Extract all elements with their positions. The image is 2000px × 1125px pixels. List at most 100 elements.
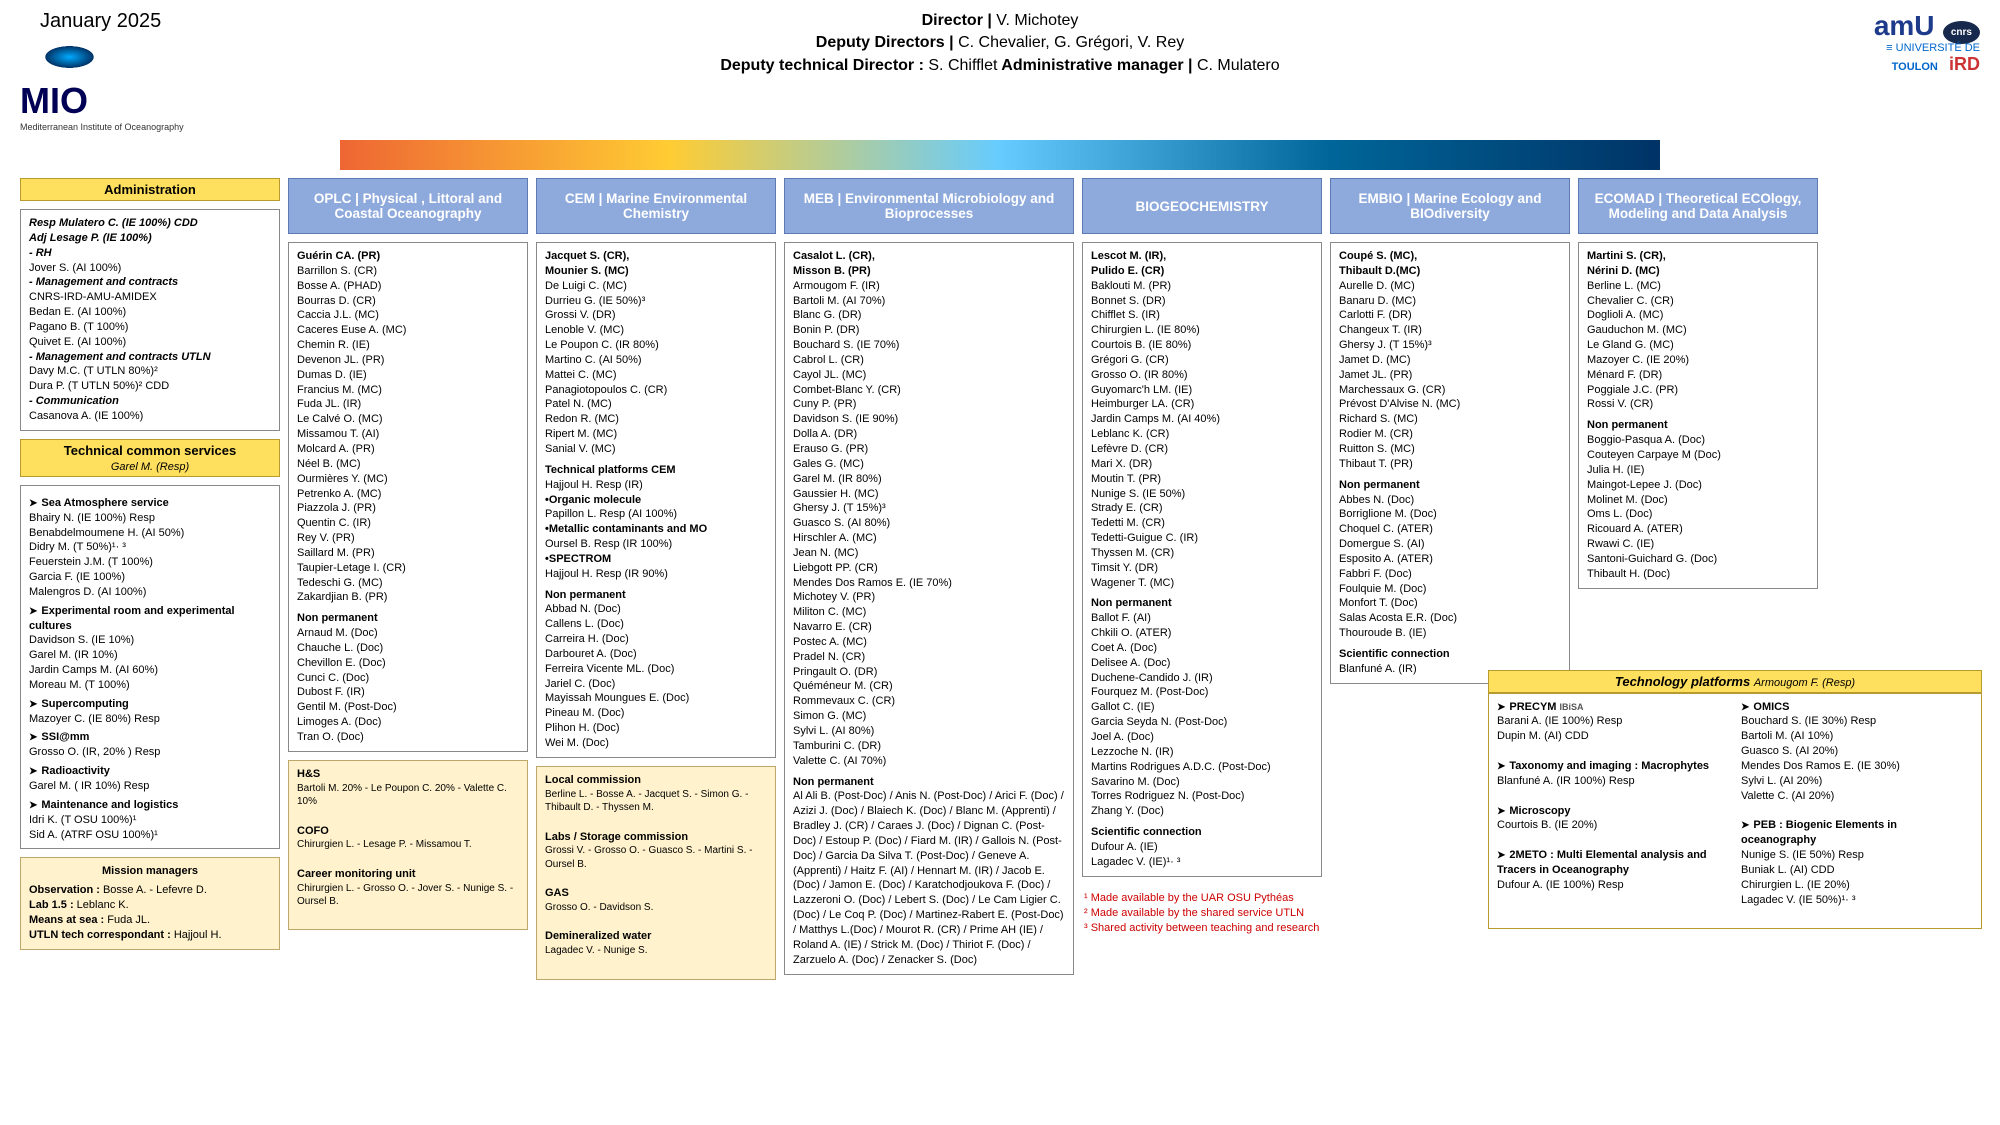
- np-member: Santoni-Guichard G. (Doc): [1587, 552, 1809, 567]
- member: Bosse A. (PHAD): [297, 279, 519, 294]
- member: Quentin C. (IR): [297, 516, 519, 531]
- np-member: Couteyen Carpaye M (Doc): [1587, 448, 1809, 463]
- np-member: Pineau M. (Doc): [545, 706, 767, 721]
- member: Tedetti M. (CR): [1091, 516, 1313, 531]
- admin-line: Dura P. (T UTLN 50%)² CDD: [29, 379, 271, 394]
- tech-service-name: Microscopy: [1497, 804, 1729, 819]
- labs-item-line: Berline L. - Bosse A. - Jacquet S. - Sim…: [545, 788, 767, 815]
- tech-right: OMICSBouchard S. (IE 30%) RespBartoli M.…: [1741, 700, 1973, 923]
- oplc-box: Guérin CA. (PR)Barrillon S. (CR)Bosse A.…: [288, 242, 528, 752]
- member: Moutin T. (PR): [1091, 472, 1313, 487]
- member: Dolla A. (DR): [793, 427, 1065, 442]
- np-member: Duchene-Candido J. (IR): [1091, 671, 1313, 686]
- footnotes: ¹ Made available by the UAR OSU Pythéas²…: [1082, 885, 1322, 943]
- member: Michotey V. (PR): [793, 590, 1065, 605]
- member: Le Gland G. (MC): [1587, 338, 1809, 353]
- np-member: Chkili O. (ATER): [1091, 626, 1313, 641]
- labs-item-name: Local commission: [545, 773, 767, 788]
- member: Taupier-Letage I. (CR): [297, 561, 519, 576]
- np-member: Rwawi C. (IE): [1587, 537, 1809, 552]
- tech-title: Technology platforms Armougom F. (Resp): [1488, 670, 1982, 693]
- member: Blanc G. (DR): [793, 308, 1065, 323]
- admin-line: - RH: [29, 246, 271, 261]
- admin-line: Quivet E. (AI 100%): [29, 335, 271, 350]
- hs-item-name: COFO: [297, 824, 519, 839]
- platform-name: •Organic molecule: [545, 493, 767, 508]
- hs-item-line: Bartoli M. 20% - Le Poupon C. 20% - Vale…: [297, 782, 519, 809]
- tcs-line: Idri K. (T OSU 100%)¹: [29, 813, 271, 828]
- logo-text: MIO: [20, 80, 300, 122]
- hs-item-line: Chirurgien L. - Grosso O. - Jover S. - N…: [297, 882, 519, 909]
- platform-line: Oursel B. Resp (IR 100%): [545, 537, 767, 552]
- member: Davidson S. (IE 90%): [793, 412, 1065, 427]
- cem-head: CEM | Marine Environmental Chemistry: [536, 178, 776, 234]
- member: Valette C. (AI 70%): [793, 754, 1065, 769]
- team-leaders: Casalot L. (CR),Misson B. (PR): [793, 249, 1065, 279]
- member: Baklouti M. (PR): [1091, 279, 1313, 294]
- np-member: Zhang Y. (Doc): [1091, 804, 1313, 819]
- member: Tamburini C. (DR): [793, 739, 1065, 754]
- member: Banaru D. (MC): [1339, 294, 1561, 309]
- tcs-head: Garel M. (Resp): [111, 461, 189, 473]
- tech-service-line: Barani A. (IE 100%) Resp: [1497, 714, 1729, 729]
- np-member: Dubost F. (IR): [297, 685, 519, 700]
- tcs-line: Garel M. ( IR 10%) Resp: [29, 779, 271, 794]
- col-ecomad: ECOMAD | Theoretical ECOlogy, Modeling a…: [1578, 178, 1818, 589]
- col-admin: Administration Resp Mulatero C. (IE 100%…: [20, 178, 280, 950]
- np-member: Ferreira Vicente ML. (Doc): [545, 662, 767, 677]
- member: Armougom F. (IR): [793, 279, 1065, 294]
- member: Courtois B. (IE 80%): [1091, 338, 1313, 353]
- member: Mattei C. (MC): [545, 368, 767, 383]
- member: Tedetti-Guigue C. (IR): [1091, 531, 1313, 546]
- director-label: Director |: [922, 12, 997, 29]
- biogeo-head: BIOGEOCHEMISTRY: [1082, 178, 1322, 234]
- tcs-title-text: Technical common services: [64, 443, 236, 458]
- hs-item-name: H&S: [297, 767, 519, 782]
- member: Pringault O. (DR): [793, 665, 1065, 680]
- np-head: Non permanent: [793, 775, 1065, 790]
- member: Poggiale J.C. (PR): [1587, 383, 1809, 398]
- admin-line: - Management and contracts UTLN: [29, 350, 271, 365]
- oplc-head: OPLC | Physical , Littoral and Coastal O…: [288, 178, 528, 234]
- member: Ménard F. (DR): [1587, 368, 1809, 383]
- member: Jamet JL. (PR): [1339, 368, 1561, 383]
- np-head: Non permanent: [545, 588, 767, 603]
- member: Prévost D'Alvise N. (MC): [1339, 397, 1561, 412]
- tcs-service-head: Supercomputing: [29, 697, 271, 712]
- np-member: Monfort T. (Doc): [1339, 596, 1561, 611]
- ecomad-head: ECOMAD | Theoretical ECOlogy, Modeling a…: [1578, 178, 1818, 234]
- admin-box: Resp Mulatero C. (IE 100%) CDDAdj Lesage…: [20, 209, 280, 431]
- member: Chevalier C. (CR): [1587, 294, 1809, 309]
- member: Patel N. (MC): [545, 397, 767, 412]
- member: Le Poupon C. (IR 80%): [545, 338, 767, 353]
- member: Richard S. (MC): [1339, 412, 1561, 427]
- header-left: January 2025 MIO Mediterranean Institute…: [20, 10, 300, 132]
- member: Chifflet S. (IR): [1091, 308, 1313, 323]
- tech-service-line: Blanfuné A. (IR 100%) Resp: [1497, 774, 1729, 789]
- tcs-line: Garel M. (IR 10%): [29, 648, 271, 663]
- np-member: Garcia Seyda N. (Post-Doc): [1091, 715, 1313, 730]
- platform-name: •Metallic contaminants and MO: [545, 522, 767, 537]
- member: Ghersy J. (T 15%)³: [1339, 338, 1561, 353]
- np-member: Borriglione M. (Doc): [1339, 507, 1561, 522]
- tech-title-text: Technology platforms: [1615, 674, 1750, 689]
- member: Rey V. (PR): [297, 531, 519, 546]
- meb-box: Casalot L. (CR),Misson B. (PR)Armougom F…: [784, 242, 1074, 975]
- member: Marchessaux G. (CR): [1339, 383, 1561, 398]
- np-member: Gentil M. (Post-Doc): [297, 700, 519, 715]
- admin-line: Davy M.C. (T UTLN 80%)²: [29, 364, 271, 379]
- tech-dir-name: S. Chifflet: [928, 57, 997, 74]
- member: Sanial V. (MC): [545, 442, 767, 457]
- member: Thibaut T. (PR): [1339, 457, 1561, 472]
- member: Timsit Y. (DR): [1091, 561, 1313, 576]
- tcs-service-head: SSI@mm: [29, 730, 271, 745]
- np-member: Salas Acosta E.R. (Doc): [1339, 611, 1561, 626]
- member: Sylvi L. (AI 80%): [793, 724, 1065, 739]
- member: Rodier M. (CR): [1339, 427, 1561, 442]
- np-member: Jariel C. (Doc): [545, 677, 767, 692]
- tech-service-line: Courtois B. (IE 20%): [1497, 818, 1729, 833]
- hs-box: H&SBartoli M. 20% - Le Poupon C. 20% - V…: [288, 760, 528, 931]
- member: Jean N. (MC): [793, 546, 1065, 561]
- tcs-line: Feuerstein J.M. (T 100%): [29, 555, 271, 570]
- tech-service-name: PEB : Biogenic Elements in oceanography: [1741, 818, 1973, 848]
